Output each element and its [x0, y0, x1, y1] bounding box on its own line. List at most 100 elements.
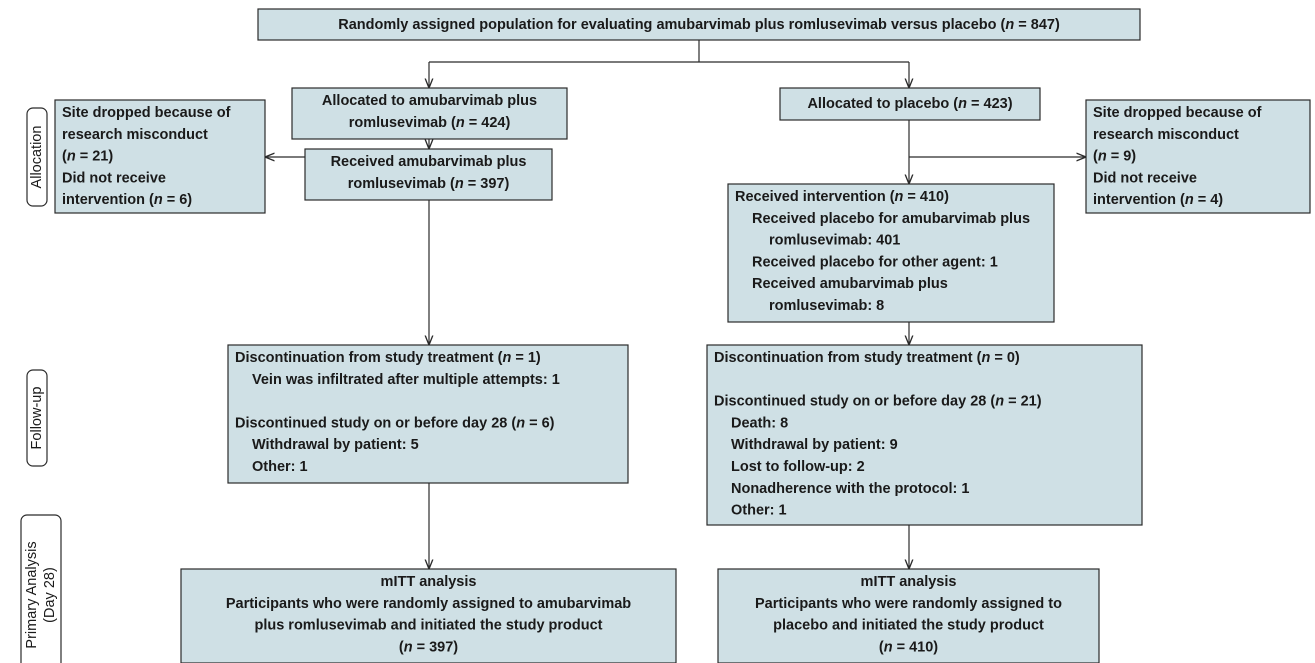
text-segment: n — [154, 192, 163, 208]
flow-box: Discontinuation from study treatment (n … — [227, 344, 629, 484]
side-label: Follow-up — [29, 387, 45, 450]
box-text-line: Nonadherence with the protocol: 1 — [731, 481, 969, 497]
box-text-line: Participants who were randomly assigned … — [755, 596, 1062, 612]
box-text-line: Allocated to amubarvimab plus — [322, 93, 537, 109]
text-segment: = 423) — [967, 96, 1013, 112]
box-text-line: romlusevimab: 8 — [769, 298, 884, 314]
text-segment: n — [981, 350, 990, 366]
text-segment: = 9) — [1107, 148, 1137, 164]
flow-box: Received intervention (n = 410)Received … — [727, 183, 1055, 323]
text-segment: = 397) — [413, 639, 459, 655]
text-segment: romlusevimab ( — [349, 115, 456, 131]
box-text-line: romlusevimab: 401 — [769, 232, 900, 248]
box-text-line: Participants who were randomly assigned … — [226, 596, 631, 612]
text-segment: Received amubarvimab plus — [752, 276, 948, 292]
box-frame — [727, 183, 1055, 323]
text-segment: n — [404, 639, 413, 655]
box-text-line: Discontinued study on or before day 28 (… — [714, 393, 1042, 409]
text-segment: n — [895, 189, 904, 205]
box-frame — [304, 148, 553, 201]
box-text-line: Discontinued study on or before day 28 (… — [235, 415, 555, 431]
text-segment: intervention ( — [1093, 192, 1185, 208]
flow-box: Received amubarvimab plus romlusevimab (n… — [304, 148, 553, 201]
box-text-line: (n = 21) — [62, 148, 113, 164]
box-text-line: Did not receive — [1093, 170, 1197, 186]
text-segment: Allocated to amubarvimab plus — [322, 93, 537, 109]
text-segment: Site dropped because of — [1093, 105, 1262, 121]
text-segment: romlusevimab: 8 — [769, 298, 884, 314]
flow-box: Site dropped because of research miscondu… — [54, 99, 266, 214]
box-frame — [291, 87, 568, 140]
box-text-line: (n = 410) — [879, 639, 938, 655]
box-text-line: romlusevimab (n = 397) — [348, 176, 510, 192]
flow-box: mITT analysis Participants who were rando… — [717, 568, 1100, 663]
text-segment: Withdrawal by patient: 9 — [731, 437, 898, 453]
text-segment: Nonadherence with the protocol: 1 — [731, 481, 969, 497]
box-text-line: Death: 8 — [731, 415, 788, 431]
text-segment: n — [884, 639, 893, 655]
text-segment: = 21) — [76, 148, 114, 164]
text-segment: = 6) — [525, 415, 555, 431]
text-segment: Death: 8 — [731, 415, 788, 431]
text-segment: Allocated to placebo ( — [807, 96, 958, 112]
text-segment: research misconduct — [62, 127, 208, 143]
box-text-line: research misconduct — [1093, 127, 1239, 143]
box-frame — [257, 8, 1141, 41]
box-text-line: Other: 1 — [252, 459, 308, 475]
side-label-frame — [26, 369, 48, 467]
box-text-line: Other: 1 — [731, 502, 787, 518]
text-segment: ( — [1093, 148, 1098, 164]
box-text-line: Received intervention (n = 410) — [735, 189, 949, 205]
text-segment: ( — [62, 148, 67, 164]
text-segment: n — [455, 176, 464, 192]
box-text-line: intervention (n = 4) — [1093, 192, 1223, 208]
box-text-line: placebo and initiated the study product — [773, 617, 1044, 633]
text-segment: n — [995, 393, 1004, 409]
text-segment: Site dropped because of — [62, 105, 231, 121]
text-segment: Other: 1 — [252, 459, 308, 475]
text-segment: n — [958, 96, 967, 112]
text-segment: = 21) — [1004, 393, 1042, 409]
box-frame — [54, 99, 266, 214]
box-text-line: mITT analysis — [381, 574, 477, 590]
text-segment: Lost to follow-up: 2 — [731, 459, 865, 475]
text-segment: ( — [879, 639, 884, 655]
box-text-line: Vein was infiltrated after multiple atte… — [252, 372, 560, 388]
text-segment: Discontinued study on or before day 28 ( — [714, 393, 995, 409]
text-segment: = 424) — [465, 115, 511, 131]
box-text-line: Received amubarvimab plus — [752, 276, 948, 292]
text-segment: mITT analysis — [381, 574, 477, 590]
box-text-line: Did not receive — [62, 170, 166, 186]
text-segment: Other: 1 — [731, 502, 787, 518]
flow-box: Discontinuation from study treatment (n … — [706, 344, 1143, 526]
box-text-line: Withdrawal by patient: 9 — [731, 437, 898, 453]
text-segment: ( — [399, 639, 404, 655]
box-text-line: (n = 397) — [399, 639, 458, 655]
side-labels: Allocation Follow-up Primary Analysis (Day … — [24, 126, 58, 649]
text-segment: = 4) — [1194, 192, 1224, 208]
side-label-frame — [26, 107, 48, 207]
box-text-line: Withdrawal by patient: 5 — [252, 437, 419, 453]
box-text-line: Randomly assigned population for evaluat… — [338, 17, 1060, 33]
box-text-line: Received placebo for amubarvimab plus — [752, 211, 1030, 227]
text-segment: = 410) — [893, 639, 939, 655]
text-segment: Received intervention ( — [735, 189, 895, 205]
flow-box: Allocated to amubarvimab plus romlusevima… — [291, 87, 568, 140]
text-segment: n — [1185, 192, 1194, 208]
text-segment: = 1) — [511, 350, 541, 366]
text-segment: Discontinuation from study treatment ( — [714, 350, 982, 366]
box-frame — [717, 568, 1100, 663]
flow-box: mITT analysis Participants who were rando… — [180, 568, 677, 663]
side-label-frame — [20, 514, 62, 663]
text-segment: romlusevimab: 401 — [769, 232, 900, 248]
text-segment: n — [1098, 148, 1107, 164]
box-text-line: plus romlusevimab and initiated the stud… — [254, 617, 602, 633]
text-segment: placebo and initiated the study product — [773, 617, 1044, 633]
text-segment: Received amubarvimab plus — [331, 154, 527, 170]
box-text-line: Site dropped because of — [62, 105, 231, 121]
side-label: Primary Analysis — [24, 541, 40, 648]
text-segment: n — [502, 350, 511, 366]
box-text-line: research misconduct — [62, 127, 208, 143]
box-text-line: Site dropped because of — [1093, 105, 1262, 121]
